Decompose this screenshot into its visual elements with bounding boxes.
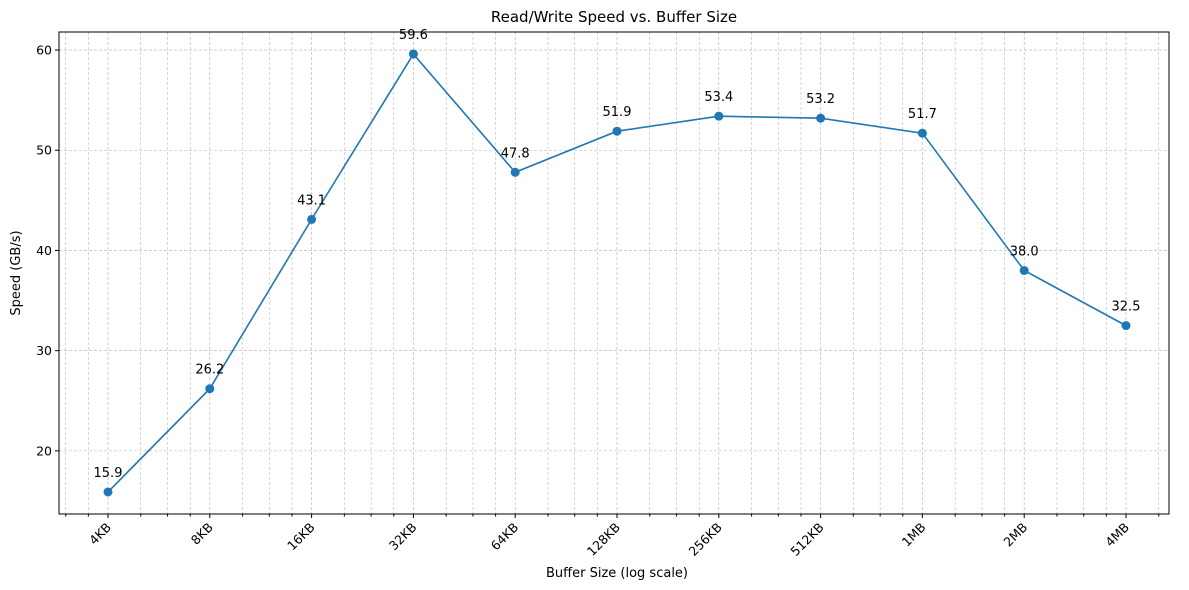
series-speed: 15.9 26.2 43.1 59.6 47.8 51.9 53.4 53.2 51.7 38.0… [94,28,1141,497]
data-point [307,214,317,224]
x-tick-label: 64KB [488,520,522,554]
data-point [103,487,113,497]
y-axis-label: Speed (GB/s) [9,230,24,315]
data-label: 38.0 [1010,244,1039,259]
y-tick-label: 60 [36,43,52,58]
x-tick-label: 512KB [787,520,826,559]
x-tick-label: 4MB [1102,520,1132,550]
chart-title: Read/Write Speed vs. Buffer Size [491,8,737,26]
data-label: 43.1 [297,193,326,208]
data-point [510,167,520,177]
data-point [917,128,927,138]
y-tick-label: 50 [36,143,52,158]
data-label: 15.9 [94,466,123,481]
data-point [612,126,622,136]
grid [59,32,1169,514]
y-tick-label: 30 [36,343,52,358]
data-label: 32.5 [1112,300,1141,315]
plot-frame [58,31,1170,515]
data-point [816,113,826,123]
data-label: 26.2 [195,363,224,378]
data-point [205,384,215,394]
data-label: 51.9 [603,105,632,120]
x-axis-label: Buffer Size (log scale) [546,566,688,581]
x-tick-label: 1MB [899,520,929,550]
data-point [714,111,724,121]
x-tick-label: 16KB [284,520,318,554]
x-tick-label: 2MB [1000,520,1030,550]
x-tick-label: 32KB [386,520,420,554]
x-axis-ticks: 4KB 8KB 16KB 32KB 64KB 128KB 256KB 512KB 1MB 2MB 4… [65,514,1160,559]
data-label: 53.2 [806,92,835,107]
data-point [408,49,418,59]
data-point [1019,265,1029,275]
data-label: 53.4 [704,90,733,105]
x-tick-label: 4KB [86,520,114,548]
data-point [1121,321,1131,331]
y-tick-label: 20 [36,443,52,458]
data-label: 51.7 [908,107,937,122]
data-label: 47.8 [501,146,530,161]
y-tick-label: 40 [36,243,52,258]
y-axis-ticks: 20 30 40 50 60 [36,43,59,458]
x-tick-label: 128KB [584,520,623,559]
x-tick-label: 8KB [188,520,216,548]
x-tick-label: 256KB [686,520,725,559]
data-label: 59.6 [399,28,428,43]
